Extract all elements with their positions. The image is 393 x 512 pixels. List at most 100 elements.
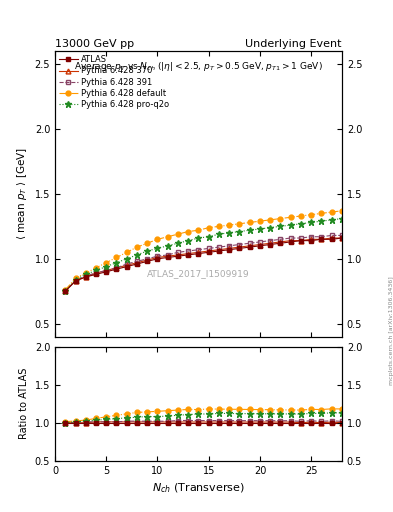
- Y-axis label: Ratio to ATLAS: Ratio to ATLAS: [19, 368, 29, 439]
- Pythia 6.428 370: [104, 267, 108, 273]
- Pythia 6.428 391: [155, 253, 160, 259]
- Pythia 6.428 pro-q2o: [288, 222, 293, 228]
- Pythia 6.428 pro-q2o: [83, 271, 88, 278]
- ATLAS: [135, 261, 140, 267]
- Pythia 6.428 370: [186, 250, 191, 257]
- ATLAS: [288, 239, 293, 245]
- Pythia 6.428 370: [125, 262, 129, 268]
- Pythia 6.428 default: [309, 211, 314, 218]
- ATLAS: [340, 235, 344, 241]
- Pythia 6.428 391: [83, 272, 88, 279]
- Pythia 6.428 391: [288, 235, 293, 241]
- Pythia 6.428 391: [329, 232, 334, 239]
- ATLAS: [125, 264, 129, 270]
- Pythia 6.428 pro-q2o: [73, 276, 78, 283]
- Pythia 6.428 391: [125, 261, 129, 267]
- Pythia 6.428 pro-q2o: [125, 255, 129, 262]
- ATLAS: [104, 269, 108, 275]
- Pythia 6.428 391: [165, 252, 170, 258]
- Pythia 6.428 391: [268, 238, 273, 244]
- ATLAS: [176, 253, 180, 259]
- Pythia 6.428 default: [278, 216, 283, 222]
- ATLAS: [63, 288, 68, 294]
- Pythia 6.428 default: [206, 225, 211, 231]
- Pythia 6.428 370: [329, 235, 334, 241]
- Pythia 6.428 370: [135, 260, 140, 266]
- Pythia 6.428 pro-q2o: [94, 267, 98, 273]
- Pythia 6.428 391: [309, 233, 314, 240]
- ATLAS: [299, 238, 303, 244]
- Pythia 6.428 pro-q2o: [135, 252, 140, 258]
- Pythia 6.428 pro-q2o: [196, 235, 201, 241]
- Pythia 6.428 370: [299, 238, 303, 244]
- Pythia 6.428 default: [155, 236, 160, 242]
- Line: Pythia 6.428 370: Pythia 6.428 370: [63, 236, 344, 294]
- Pythia 6.428 default: [196, 227, 201, 233]
- Pythia 6.428 370: [217, 247, 221, 253]
- Legend: ATLAS, Pythia 6.428 370, Pythia 6.428 391, Pythia 6.428 default, Pythia 6.428 pr: ATLAS, Pythia 6.428 370, Pythia 6.428 39…: [57, 54, 171, 111]
- Pythia 6.428 391: [237, 242, 242, 248]
- Pythia 6.428 pro-q2o: [299, 221, 303, 227]
- Pythia 6.428 391: [145, 255, 150, 262]
- ATLAS: [196, 250, 201, 257]
- Pythia 6.428 391: [340, 232, 344, 239]
- Pythia 6.428 391: [299, 235, 303, 241]
- Text: 13000 GeV pp: 13000 GeV pp: [55, 38, 134, 49]
- Pythia 6.428 pro-q2o: [63, 288, 68, 294]
- Pythia 6.428 370: [278, 239, 283, 245]
- Pythia 6.428 default: [257, 218, 262, 224]
- Pythia 6.428 pro-q2o: [186, 238, 191, 244]
- Pythia 6.428 370: [165, 253, 170, 259]
- Y-axis label: $\langle$ mean $p_T$ $\rangle$ [GeV]: $\langle$ mean $p_T$ $\rangle$ [GeV]: [15, 147, 29, 240]
- Pythia 6.428 370: [114, 265, 119, 271]
- ATLAS: [73, 278, 78, 284]
- ATLAS: [237, 245, 242, 251]
- Pythia 6.428 pro-q2o: [309, 219, 314, 225]
- Pythia 6.428 default: [73, 275, 78, 281]
- Pythia 6.428 370: [206, 248, 211, 254]
- Pythia 6.428 pro-q2o: [145, 248, 150, 254]
- Line: Pythia 6.428 default: Pythia 6.428 default: [63, 208, 344, 292]
- Pythia 6.428 default: [63, 287, 68, 293]
- Pythia 6.428 default: [83, 270, 88, 276]
- ATLAS: [155, 255, 160, 262]
- Pythia 6.428 default: [299, 213, 303, 219]
- Pythia 6.428 default: [247, 219, 252, 225]
- Pythia 6.428 default: [94, 265, 98, 271]
- Pythia 6.428 391: [114, 265, 119, 271]
- Pythia 6.428 pro-q2o: [114, 260, 119, 266]
- Pythia 6.428 391: [135, 259, 140, 265]
- Pythia 6.428 pro-q2o: [237, 228, 242, 234]
- Pythia 6.428 370: [94, 270, 98, 276]
- Pythia 6.428 default: [186, 228, 191, 234]
- Pythia 6.428 391: [217, 244, 221, 250]
- Pythia 6.428 default: [125, 249, 129, 255]
- Pythia 6.428 pro-q2o: [340, 216, 344, 222]
- Text: Average $p_T$ vs $N_{ch}$ ($|\eta| < 2.5$, $p_T > 0.5$ GeV, $p_{T1} > 1$ GeV): Average $p_T$ vs $N_{ch}$ ($|\eta| < 2.5…: [74, 60, 323, 73]
- Pythia 6.428 default: [176, 231, 180, 237]
- Pythia 6.428 pro-q2o: [257, 226, 262, 232]
- ATLAS: [319, 236, 324, 242]
- Pythia 6.428 pro-q2o: [268, 225, 273, 231]
- Pythia 6.428 default: [135, 244, 140, 250]
- Pythia 6.428 391: [94, 270, 98, 276]
- Pythia 6.428 391: [176, 249, 180, 255]
- Pythia 6.428 default: [319, 210, 324, 217]
- ATLAS: [329, 236, 334, 242]
- Pythia 6.428 370: [268, 240, 273, 246]
- Pythia 6.428 391: [104, 267, 108, 273]
- Line: ATLAS: ATLAS: [63, 236, 344, 294]
- Pythia 6.428 pro-q2o: [319, 218, 324, 224]
- Pythia 6.428 pro-q2o: [155, 245, 160, 251]
- Pythia 6.428 pro-q2o: [165, 243, 170, 249]
- Pythia 6.428 370: [145, 257, 150, 263]
- Pythia 6.428 370: [73, 278, 78, 284]
- Pythia 6.428 370: [309, 236, 314, 242]
- Pythia 6.428 391: [227, 243, 231, 249]
- Pythia 6.428 391: [206, 245, 211, 251]
- ATLAS: [268, 242, 273, 248]
- Pythia 6.428 default: [165, 233, 170, 240]
- ATLAS: [186, 252, 191, 258]
- Pythia 6.428 391: [186, 248, 191, 254]
- ATLAS: [227, 247, 231, 253]
